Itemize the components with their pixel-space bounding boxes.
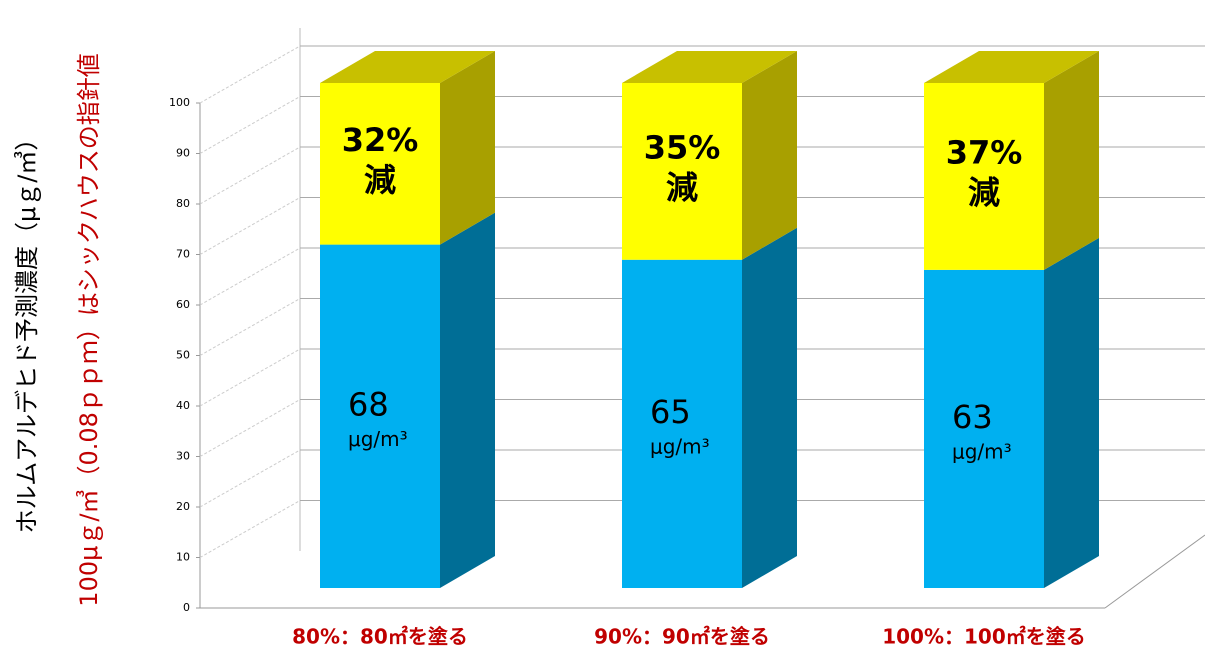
bar-top <box>622 51 797 83</box>
bar <box>924 83 1044 270</box>
unit-label: μg/m³ <box>650 434 710 458</box>
reduction-label: 減 <box>666 168 698 206</box>
y-tick-label: 100 <box>169 96 190 109</box>
reduction-label: 減 <box>364 161 396 199</box>
bar-side <box>742 51 797 260</box>
bar <box>622 83 742 260</box>
grid-line <box>199 247 301 306</box>
grid-line <box>199 96 301 154</box>
grid-line <box>199 449 301 508</box>
grid-line <box>199 399 301 457</box>
y-tick-label: 80 <box>176 197 190 210</box>
value-label: 65 <box>650 393 691 431</box>
reduction-label: 減 <box>968 173 1000 211</box>
value-label: 35% <box>644 128 721 166</box>
bar-side <box>1044 51 1099 270</box>
value-label: 37% <box>946 133 1023 171</box>
y-tick-label: 90 <box>176 147 190 160</box>
grid-line <box>199 45 301 104</box>
grid-line <box>199 146 301 205</box>
unit-label: μg/m³ <box>348 427 408 451</box>
y-tick-label: 50 <box>176 349 190 362</box>
bar <box>622 259 742 588</box>
bar-side <box>1044 237 1099 588</box>
grid-line <box>199 348 301 407</box>
bar <box>320 83 440 245</box>
y-axis-subtitle: 100μｇ/㎥（0.08ｐｐｍ）はシックハウスの指針値 <box>75 53 103 606</box>
bar-side <box>440 51 495 245</box>
y-tick-label: 20 <box>176 500 190 513</box>
grid-line <box>199 298 301 356</box>
floor-right <box>1104 534 1205 609</box>
x-tick-label: 90%：90㎡を塗る <box>594 625 770 649</box>
y-tick-label: 70 <box>176 248 190 261</box>
y-axis-title: ホルムアルデヒド予測濃度（μｇ/㎥） <box>13 127 41 534</box>
bar <box>320 244 440 588</box>
unit-label: μg/m³ <box>952 439 1012 463</box>
y-tick-label: 30 <box>176 450 190 463</box>
x-tick-label: 80%：80㎡を塗る <box>292 625 468 649</box>
bar-top <box>320 51 495 83</box>
bar-side <box>742 227 797 588</box>
value-label: 32% <box>342 121 419 159</box>
y-tick-label: 60 <box>176 298 190 311</box>
bar <box>924 269 1044 588</box>
y-tick-label: 10 <box>176 551 190 564</box>
value-label: 63 <box>952 398 993 436</box>
value-label: 68 <box>348 385 389 423</box>
y-tick-label: 40 <box>176 399 190 412</box>
bar-side <box>440 212 495 588</box>
grid-line <box>199 197 301 255</box>
bar-top <box>924 51 1099 83</box>
grid-line <box>199 500 301 558</box>
y-tick-label: 0 <box>183 601 190 614</box>
x-tick-label: 100%：100㎡を塗る <box>882 625 1086 649</box>
